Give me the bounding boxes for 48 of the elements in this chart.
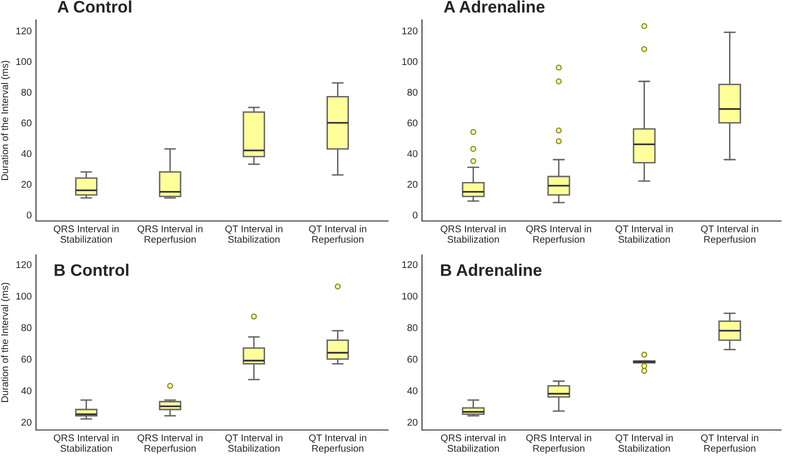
y-tick-label: 100 (402, 292, 418, 300)
x-tick-label: QT Interval in Stabilization (225, 225, 282, 243)
y-tick-label: 100 (16, 292, 32, 300)
x-tick-label: QT Interval in Reperfusion (309, 434, 366, 454)
y-tick-label: 20 (408, 180, 418, 188)
x-tick-label: QRS Interval in Stabilization (54, 434, 119, 452)
x-tick-label: QT Interval in Stabilization (225, 434, 282, 452)
y-tick-label: 20 (408, 418, 418, 426)
x-tick-label: QT Interval in Reperfusion (701, 225, 758, 245)
chart-title: B Adrenaline (441, 264, 542, 276)
y-tick-label: 60 (22, 356, 32, 363)
y-tick-label: 80 (21, 324, 32, 332)
y-tick-label: 120 (402, 27, 418, 34)
y-tick-label: 40 (407, 387, 418, 394)
y-axis-title: Duration of the Interval (ms) (0, 282, 10, 402)
y-tick-label: 100 (402, 58, 418, 66)
y-tick-label: 0 (412, 212, 418, 218)
x-tick-label: QRS Interval in Reperfusion (138, 434, 202, 454)
y-tick-label: 60 (408, 356, 418, 363)
y-tick-label: 60 (22, 120, 32, 126)
y-axis-title: Duration of the Interval (ms) (0, 60, 10, 180)
x-tick-label: QRS Interval in Reperfusion (138, 225, 202, 245)
y-tick-label: 80 (21, 88, 32, 96)
y-tick-label: 100 (16, 58, 32, 66)
y-tick-label: 80 (407, 88, 418, 96)
y-tick-label: 20 (22, 180, 32, 188)
chart-title: A Control (58, 0, 132, 13)
x-tick-label: QRS Interval in Reperfusion (526, 434, 592, 454)
y-tick-label: 60 (408, 120, 418, 126)
y-tick-label: 120 (16, 261, 32, 268)
chart-title: A Adrenaline (444, 0, 545, 13)
y-tick-label: 40 (21, 387, 32, 394)
y-tick-label: 120 (402, 261, 418, 268)
y-tick-label: 40 (21, 150, 32, 158)
x-tick-label: QT Interval in Reperfusion (309, 225, 366, 245)
chart-title: B Control (54, 264, 128, 276)
x-tick-label: QRS Interval in Stabilization (440, 225, 506, 243)
x-tick-label: QT Interval in Reperfusion (701, 434, 758, 454)
x-tick-label: QRS interval in Stabilization (441, 434, 506, 452)
x-tick-label: QT Interval in Stabilization (616, 434, 673, 452)
y-tick-label: 80 (407, 324, 418, 332)
y-tick-label: 20 (22, 418, 32, 426)
x-tick-label: QT Interval in Stabilization (616, 225, 673, 243)
x-tick-label: QRS Interval in Reperfusion (526, 225, 592, 245)
y-tick-label: 120 (16, 27, 32, 34)
x-tick-label: QRS Interval in Stabilization (54, 225, 119, 243)
y-tick-label: 0 (26, 212, 32, 218)
y-tick-label: 40 (407, 150, 418, 158)
